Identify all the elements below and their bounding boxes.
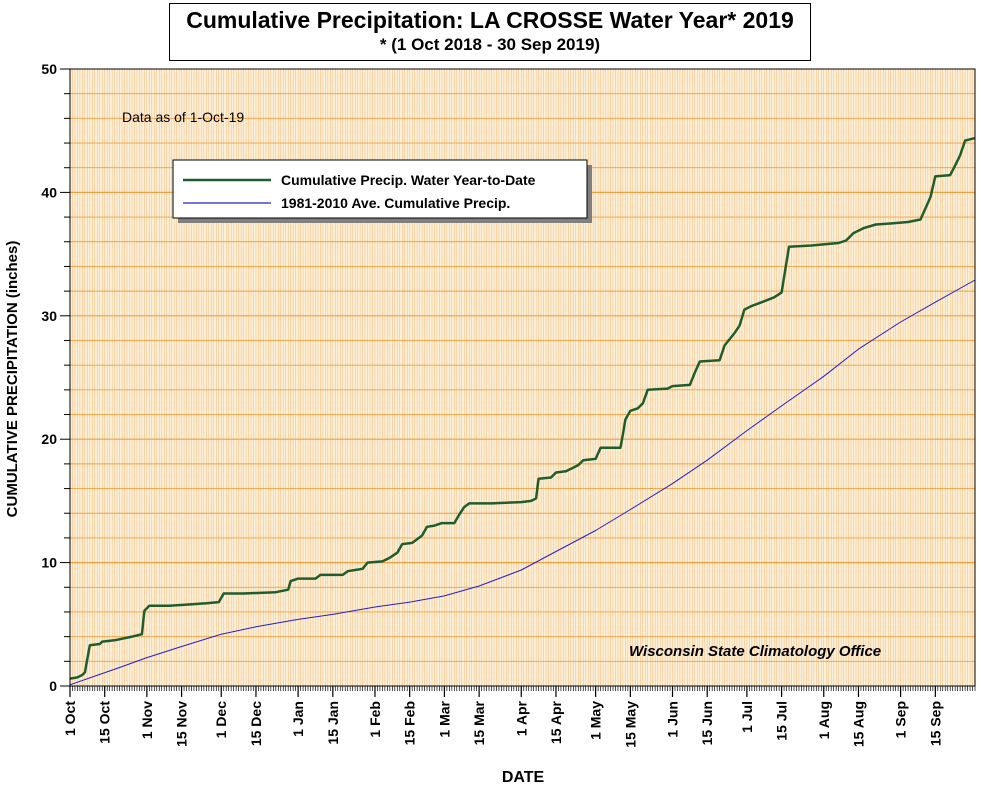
legend-box xyxy=(172,159,588,219)
x-tick-label: 15 Oct xyxy=(97,701,113,744)
plot-border xyxy=(69,68,976,687)
x-tick-label: 1 Jan xyxy=(290,701,306,737)
axes: 0 10 20 30 40 50 1 Oct 15 Oct 1 Nov 15 Nov 1 Dec 15… xyxy=(41,61,976,748)
x-axis-label: DATE xyxy=(502,769,545,786)
y-tick-label: 40 xyxy=(41,184,57,200)
y-tick-label: 0 xyxy=(49,678,57,694)
y-tick-label: 50 xyxy=(41,61,57,77)
x-tick-label: 1 Nov xyxy=(139,701,155,739)
x-tick-label: 1 May xyxy=(588,701,604,740)
x-tick-label: 1 Sep xyxy=(893,701,909,738)
chart-subtitle: * (1 Oct 2018 - 30 Sep 2019) xyxy=(379,35,601,54)
legend-label: 1981-2010 Ave. Cumulative Precip. xyxy=(281,195,510,211)
x-tick-label: 15 Aug xyxy=(851,701,867,747)
x-tick-label: 15 Apr xyxy=(548,700,564,744)
x-tick-label: 15 Mar xyxy=(471,700,487,745)
chart-title-box: Cumulative Precipitation: LA CROSSE Wate… xyxy=(169,3,811,61)
x-tick-label: 15 Jan xyxy=(325,701,341,745)
x-tick-label: 15 Sep xyxy=(927,701,943,746)
x-tick-label: 1 Apr xyxy=(513,700,529,736)
x-tick-label: 1 Aug xyxy=(816,701,832,739)
legend: Cumulative Precip. Water Year-to-Date 198… xyxy=(172,159,592,223)
y-axis-label: CUMULATIVE PRECIPITATION (inches) xyxy=(4,241,21,518)
x-tick-label: 1 Jun xyxy=(665,701,681,738)
credit-label: Wisconsin State Climatology Office xyxy=(629,643,881,660)
x-tick-label: 15 Jun xyxy=(699,701,715,745)
x-tick-label: 1 Mar xyxy=(436,700,452,737)
legend-label: Cumulative Precip. Water Year-to-Date xyxy=(281,172,536,188)
x-tick-label: 15 Feb xyxy=(402,701,418,745)
y-tick-label: 20 xyxy=(41,431,57,447)
x-tick-label: 1 Feb xyxy=(367,701,383,738)
x-tick-label: 15 Jul xyxy=(774,701,790,741)
x-tick-label: 1 Dec xyxy=(213,701,229,739)
x-tick-label: 15 Nov xyxy=(174,701,190,747)
y-tick-label: 10 xyxy=(41,555,57,571)
series-lines xyxy=(69,136,976,686)
average-precip-line xyxy=(69,279,976,686)
observed-precip-line xyxy=(69,136,976,680)
x-tick-label: 15 May xyxy=(622,701,638,748)
x-tick-label: 1 Oct xyxy=(62,701,78,736)
y-tick-label: 30 xyxy=(41,308,57,324)
data-as-of-annotation: Data as of 1-Oct-19 xyxy=(122,109,244,125)
x-tick-label: 15 Dec xyxy=(248,701,264,746)
chart-title: Cumulative Precipitation: LA CROSSE Wate… xyxy=(186,7,794,33)
x-tick-label: 1 Jul xyxy=(739,701,755,733)
